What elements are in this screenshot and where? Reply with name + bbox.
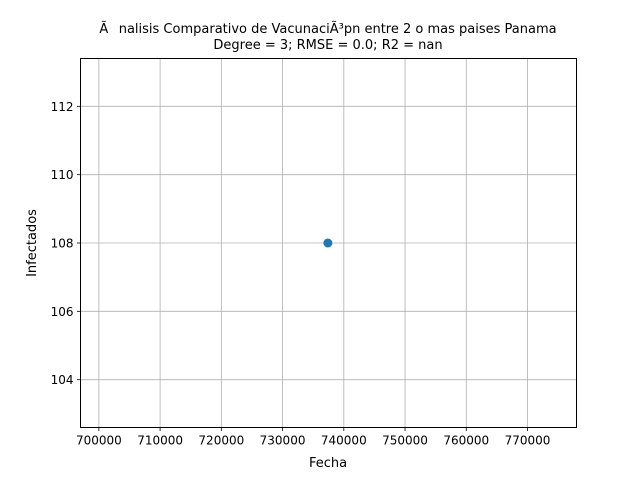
y-axis-ticks: 104 106 108 110 112 [51,100,81,387]
data-points [323,238,333,248]
x-tick-label: 770000 [505,434,551,448]
x-axis-ticks: 700000 710000 720000 730000 740000 750000 7600… [76,427,551,448]
chart-subtitle: Degree = 3; RMSE = 0.0; R2 = nan [213,38,442,53]
chart-title: Ãnalisis Comparativo de VacunaciÃ³pn en… [99,21,556,37]
y-tick-label: 108 [51,237,74,251]
y-tick-label: 106 [51,305,74,319]
x-tick-label: 710000 [137,434,183,448]
y-tick-label: 104 [51,373,74,387]
x-tick-label: 740000 [321,434,367,448]
y-tick-label: 110 [51,168,74,182]
y-tick-label: 112 [51,100,74,114]
x-tick-label: 750000 [382,434,428,448]
x-tick-label: 720000 [198,434,244,448]
x-axis-label: Fecha [309,456,347,471]
data-point [323,238,333,248]
y-axis-label: Infectados [25,209,40,277]
x-tick-label: 700000 [76,434,122,448]
x-tick-label: 760000 [443,434,489,448]
plot-frame [80,58,577,428]
x-tick-label: 730000 [260,434,306,448]
grid [80,58,577,428]
